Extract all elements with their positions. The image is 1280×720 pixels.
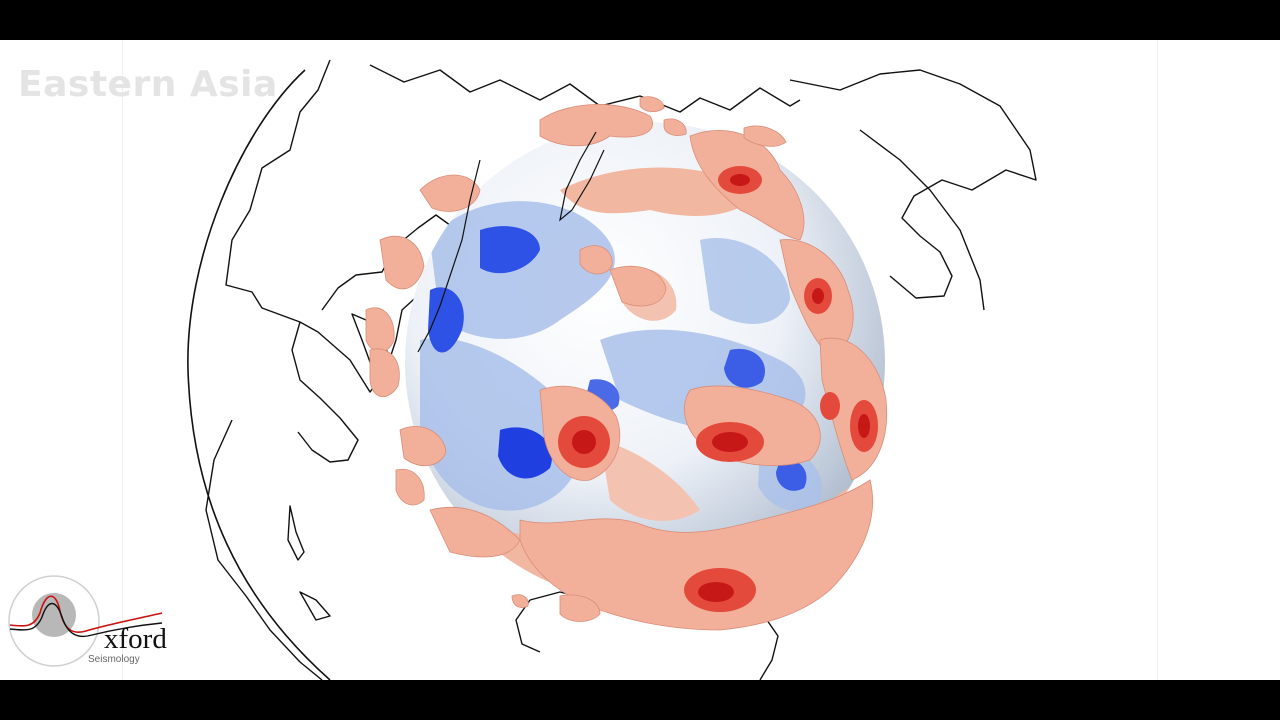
blob xyxy=(395,468,425,506)
coastline-new-guinea xyxy=(515,599,541,653)
blob xyxy=(559,594,601,622)
coastline-alaska xyxy=(789,69,1037,299)
slow-core xyxy=(712,432,748,452)
frame-edge-right xyxy=(1157,40,1158,680)
blob xyxy=(365,307,395,353)
logo-subtitle: Seismology xyxy=(88,654,140,665)
blob xyxy=(539,104,653,147)
anomaly-fast-strong xyxy=(480,226,540,274)
logo-mark xyxy=(8,575,163,667)
letterbox-bottom xyxy=(0,680,1280,720)
anomaly-fast-strong xyxy=(498,427,552,479)
slow-core xyxy=(812,288,824,304)
oxford-seismology-logo: xford Seismology xyxy=(6,573,176,673)
anomaly-fast-weak xyxy=(430,201,615,339)
region-title: Eastern Asia xyxy=(18,64,278,105)
coastline-japan-over xyxy=(417,159,481,353)
anomaly-fast-weak xyxy=(700,238,790,324)
slow-core xyxy=(858,414,870,438)
anomaly-fast-strong xyxy=(428,287,464,353)
logo-circle xyxy=(8,575,100,667)
blob xyxy=(399,426,447,466)
anomaly-slow-weak xyxy=(600,440,700,521)
slow-core xyxy=(698,582,734,602)
logo-trace-black xyxy=(9,602,163,638)
logo-wordmark: xford xyxy=(104,623,167,655)
blob xyxy=(419,174,481,212)
letterbox-top xyxy=(0,0,1280,40)
coastline-south-china xyxy=(291,321,359,463)
blob xyxy=(639,96,665,112)
slow-core xyxy=(730,174,750,186)
blob xyxy=(511,594,529,608)
frame-edge-left xyxy=(122,40,123,680)
blob xyxy=(379,235,425,290)
globe-visualization xyxy=(187,59,1037,680)
slow-core xyxy=(820,392,840,420)
slow-core xyxy=(572,430,596,454)
blob xyxy=(663,118,687,136)
anomaly-fast-strong xyxy=(776,459,807,491)
coastlines xyxy=(205,59,1037,680)
coastlines-over-core xyxy=(417,131,605,353)
outer-globe-outline xyxy=(187,69,331,680)
blob xyxy=(579,245,613,275)
video-frame: Eastern Asia xford Seismology xyxy=(0,40,1280,680)
slow-anomaly-cores xyxy=(558,166,878,612)
coastline-southeast-asia xyxy=(205,419,323,680)
blob xyxy=(369,348,400,397)
blob xyxy=(743,125,787,147)
coastline-kamchatka-over xyxy=(559,131,605,222)
anomaly-fast-strong xyxy=(724,348,766,388)
blob xyxy=(609,265,667,307)
blob xyxy=(519,479,873,631)
coastline-philippines xyxy=(287,505,331,621)
coastline-north-america xyxy=(859,129,985,311)
